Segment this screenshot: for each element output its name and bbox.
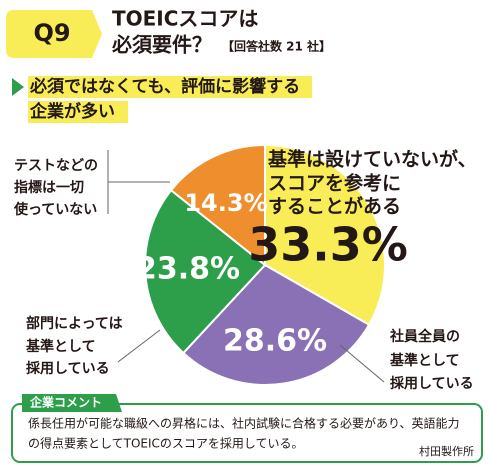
comment-label: 企業コメント xyxy=(29,395,102,410)
value-label: 14.3% xyxy=(184,189,267,217)
pie-slice xyxy=(181,263,371,386)
category-label: 採用している xyxy=(390,375,474,392)
leader-line xyxy=(117,329,161,363)
pie-slice xyxy=(144,188,267,355)
category-label: することがある xyxy=(268,195,401,218)
value-label: 28.6% xyxy=(223,324,327,359)
comment-line: の得点要素としてTOEICのスコアを採用している。 xyxy=(28,436,304,451)
category-label: 部門によっては xyxy=(26,315,123,332)
note: 【回答社数 21 社】 xyxy=(222,39,331,54)
comment-source: 村田製作所 xyxy=(419,444,474,458)
highlight xyxy=(28,76,312,98)
category-label: 基準は設けていないが、 xyxy=(267,148,477,171)
category-label: 社員全員の xyxy=(389,328,460,345)
category-label: 基準として xyxy=(390,352,460,369)
category-label: テストなどの xyxy=(14,158,98,174)
badge: Q9 xyxy=(33,19,70,47)
title-line: 必須要件？ xyxy=(111,33,212,57)
category-label: 指標は一切 xyxy=(14,179,84,196)
bullet xyxy=(12,78,24,96)
pie-slice xyxy=(264,143,386,327)
comment-box xyxy=(11,403,483,463)
comment-tag xyxy=(22,394,122,412)
comment-line: 係長任用が可能な職級への昇格には、社内試験に合格する必要があり、英語能力 xyxy=(28,416,460,431)
value-label: 23.8% xyxy=(136,252,240,287)
leader-line xyxy=(339,344,385,383)
value-label: 33.3% xyxy=(248,218,408,272)
highlight xyxy=(28,101,128,123)
badge-shape xyxy=(6,10,102,58)
pie-slice xyxy=(169,143,266,268)
category-label: 基準として xyxy=(26,338,96,355)
category-label: スコアを参考に xyxy=(268,172,401,195)
category-label: 使っていない xyxy=(13,201,97,218)
category-label: 採用している xyxy=(26,360,110,377)
subtitle-line: 企業が多い xyxy=(29,101,115,122)
subtitle-line: 必須ではなくても、評価に影響する xyxy=(29,76,300,97)
title-line: TOEICスコアは xyxy=(112,7,258,31)
